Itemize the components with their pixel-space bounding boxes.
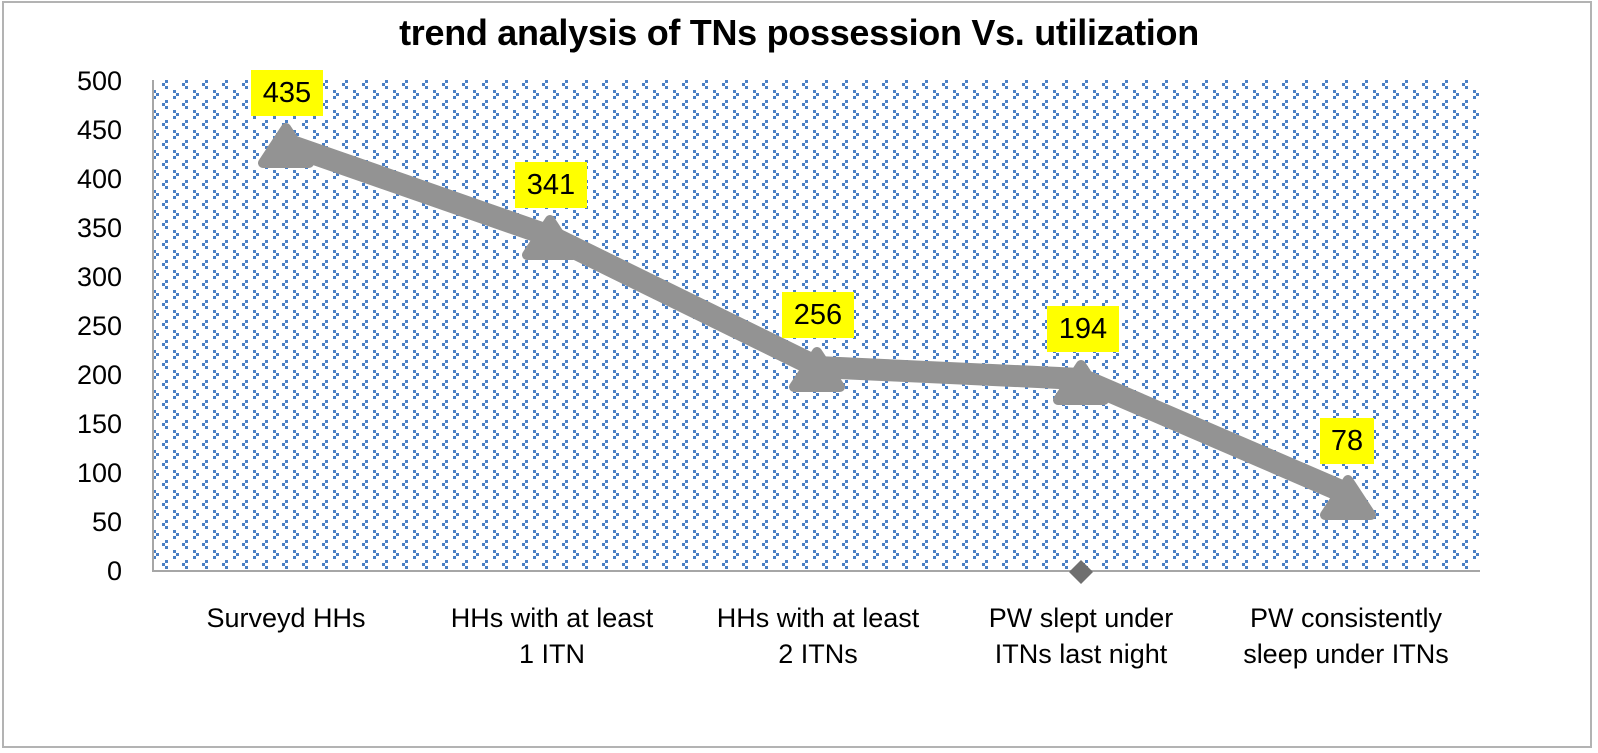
x-label-line-1: Surveyd HHs	[206, 603, 366, 633]
y-tick-300: 300	[76, 262, 122, 292]
x-label-line-2: 1 ITN	[518, 639, 585, 669]
x-label-pw-consistently: PW consistently sleep under ITNs	[1211, 600, 1481, 672]
y-tick-250: 250	[76, 311, 122, 341]
data-label-1-itn: 341	[515, 162, 587, 208]
data-label-pw-slept: 194	[1047, 306, 1119, 352]
x-label-line-1: PW consistently	[1249, 603, 1443, 633]
x-label-1-itn: HHs with at least 1 ITN	[417, 600, 687, 672]
x-label-pw-slept: PW slept under ITNs last night	[946, 600, 1216, 672]
y-tick-100: 100	[76, 458, 122, 488]
y-tick-200: 200	[76, 360, 122, 390]
x-label-line-1: HHs with at least	[716, 603, 920, 633]
x-label-line-1: PW slept under	[988, 603, 1174, 633]
x-label-line-2: ITNs last night	[994, 639, 1168, 669]
x-label-2-itns: HHs with at least 2 ITNs	[683, 600, 953, 672]
x-label-line-2: sleep under ITNs	[1243, 639, 1449, 669]
y-tick-450: 450	[76, 115, 122, 145]
marker-triangle-icon[interactable]	[789, 347, 845, 392]
marker-triangle-icon[interactable]	[1053, 360, 1109, 405]
marker-triangle-icon[interactable]	[1320, 475, 1376, 520]
x-label-surveyd-hhs: Surveyd HHs	[151, 600, 421, 636]
marker-triangle-icon[interactable]	[522, 215, 578, 260]
y-tick-150: 150	[76, 409, 122, 439]
y-tick-350: 350	[76, 213, 122, 243]
diamond-marker-icon	[1069, 560, 1093, 584]
x-label-line-2: 2 ITNs	[778, 639, 858, 669]
y-tick-50: 50	[91, 507, 122, 537]
data-label-pw-consistently: 78	[1320, 418, 1374, 464]
data-label-2-itns: 256	[782, 292, 854, 338]
y-tick-400: 400	[76, 164, 122, 194]
y-tick-500: 500	[76, 66, 122, 96]
y-tick-0: 0	[106, 556, 122, 586]
marker-triangle-icon[interactable]	[258, 123, 314, 168]
data-label-surveyd-hhs: 435	[251, 70, 323, 116]
chart-title: trend analysis of TNs possession Vs. uti…	[399, 12, 1199, 53]
x-label-line-1: HHs with at least	[450, 603, 654, 633]
